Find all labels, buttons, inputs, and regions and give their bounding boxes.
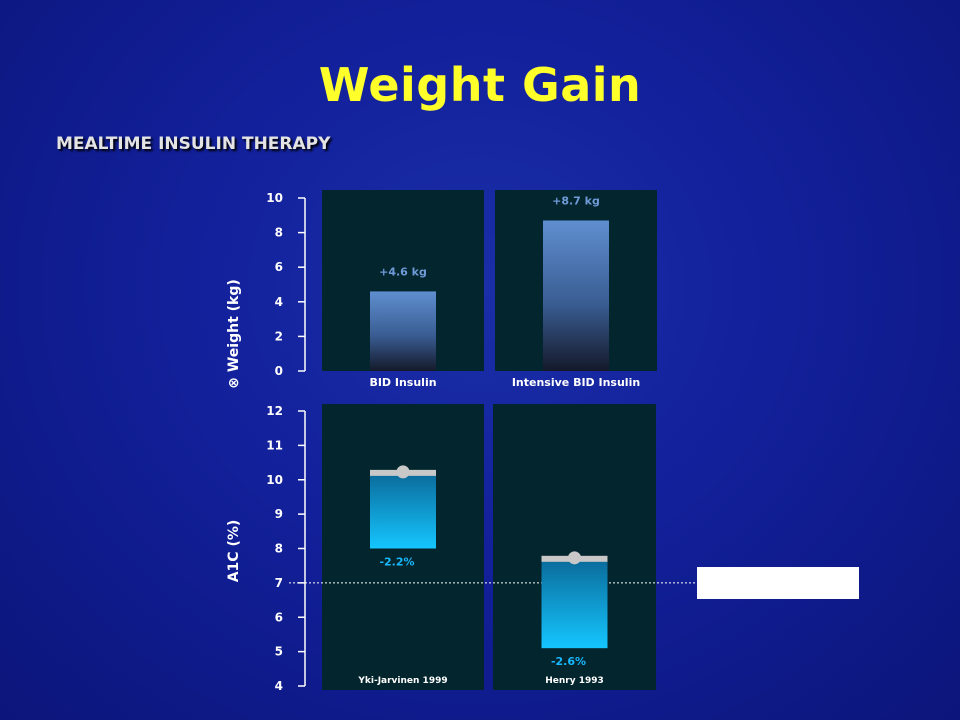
a1c-y-tick-label: 4	[275, 679, 283, 693]
a1c-bar	[541, 558, 608, 649]
a1c-y-tick-label: 7	[275, 576, 283, 590]
a1c-change-label: -2.6%	[551, 655, 586, 668]
weight-category-label: Intensive BID Insulin	[512, 376, 640, 389]
weight-y-tick-label: 0	[275, 364, 283, 378]
a1c-y-tick-label: 6	[275, 610, 283, 624]
a1c-y-tick-label: 11	[266, 438, 283, 452]
weight-y-tick-label: 2	[275, 329, 283, 343]
a1c-target-box	[697, 567, 859, 599]
a1c-axis-label: A1C (%)	[226, 520, 242, 583]
a1c-y-tick-label: 8	[275, 542, 283, 556]
weight-y-tick-label: 6	[275, 260, 283, 274]
a1c-source-label: Henry 1993	[545, 676, 604, 686]
a1c-change-label: -2.2%	[379, 556, 414, 569]
weight-y-tick-label: 10	[266, 191, 283, 205]
slide-title: Weight Gain	[318, 58, 642, 112]
a1c-source-label: Yki-Jarvinen 1999	[357, 676, 447, 686]
weight-value-label: +8.7 kg	[552, 194, 600, 207]
a1c-baseline-point	[568, 551, 581, 565]
weight-value-label: +4.6 kg	[379, 265, 427, 278]
weight-chart: 0 2 4 6 8 10 +4.6 kg BID Insulin +8.7 kg Intensiv…	[226, 190, 657, 389]
weight-bar	[543, 220, 609, 371]
a1c-y-tick-label: 10	[266, 473, 283, 487]
weight-axis-label: ⊗ Weight (kg)	[226, 279, 242, 389]
weight-bar	[370, 291, 436, 371]
a1c-baseline-point	[396, 465, 410, 479]
a1c-bar	[370, 472, 436, 549]
a1c-y-tick-label: 9	[275, 507, 283, 521]
slide-subtitle: MEALTIME INSULIN THERAPY	[56, 134, 331, 154]
a1c-y-tick-label: 5	[275, 645, 283, 659]
weight-y-tick-label: 4	[275, 295, 283, 309]
weight-y-tick-label: 8	[275, 226, 283, 240]
a1c-chart: 4 5 6 7 8 9 10 11 12 -2.2% Yki-Jarvinen 1999 -2.6% H…	[226, 404, 697, 693]
weight-category-label: BID Insulin	[369, 376, 436, 389]
a1c-y-tick-label: 12	[266, 404, 283, 418]
